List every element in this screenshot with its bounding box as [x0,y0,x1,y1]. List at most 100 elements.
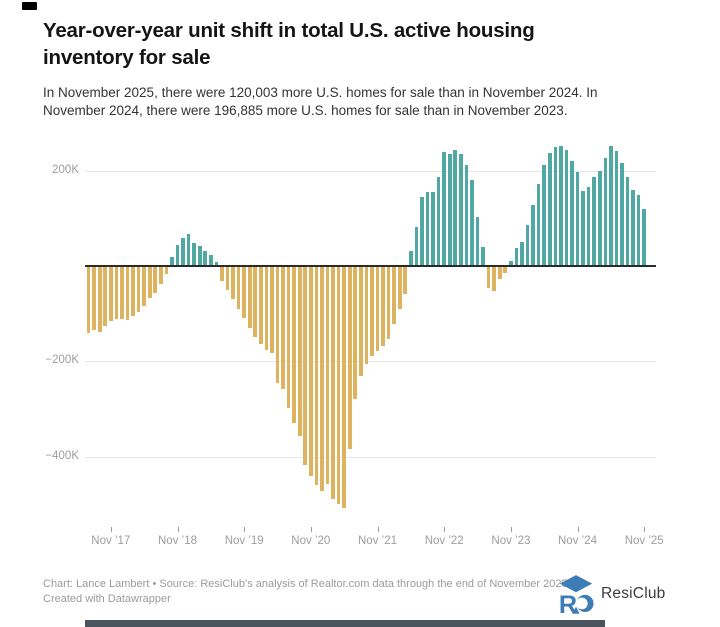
bar[interactable] [253,267,258,337]
bar[interactable] [375,267,380,351]
bar[interactable] [353,267,358,399]
bar[interactable] [292,267,296,423]
bar[interactable] [125,267,130,321]
bar[interactable] [231,267,235,300]
bar[interactable] [514,248,519,266]
bar[interactable] [592,177,596,266]
bar[interactable] [153,267,158,293]
bar[interactable] [342,267,346,508]
bar[interactable] [359,267,363,377]
bar[interactable] [503,267,508,273]
bar[interactable] [303,267,308,465]
bar[interactable] [536,183,541,266]
bar[interactable] [381,267,385,347]
bar[interactable] [103,267,108,327]
bar[interactable] [425,192,430,266]
bar[interactable] [525,225,530,266]
bar[interactable] [259,267,263,345]
bar[interactable] [209,255,213,266]
bar[interactable] [120,267,124,320]
bar[interactable] [547,152,552,266]
bar[interactable] [459,154,463,266]
bar[interactable] [347,267,352,449]
bar[interactable] [109,267,113,321]
bar[interactable] [247,267,252,328]
bar[interactable] [447,153,452,266]
bar[interactable] [336,267,341,505]
bar[interactable] [186,234,191,266]
bar[interactable] [481,246,485,266]
bar[interactable] [170,257,174,266]
bar[interactable] [453,150,458,266]
bar[interactable] [297,267,302,437]
bar[interactable] [270,267,274,354]
bar[interactable] [325,267,330,484]
bar[interactable] [86,267,91,333]
bar[interactable] [586,186,591,266]
bar[interactable] [131,267,135,317]
bar[interactable] [564,149,569,266]
bar[interactable] [203,250,208,266]
bar[interactable] [409,251,413,266]
bar[interactable] [214,261,219,266]
bar[interactable] [370,267,374,357]
bar[interactable] [236,267,241,309]
bar[interactable] [603,158,608,266]
bar[interactable] [553,146,558,266]
bar[interactable] [159,267,163,285]
bar[interactable] [470,180,474,266]
bar[interactable] [475,216,480,266]
bar[interactable] [403,267,408,295]
bar[interactable] [142,267,146,307]
bar[interactable] [97,267,102,333]
bar[interactable] [397,267,402,310]
bar[interactable] [136,267,141,312]
bar[interactable] [164,267,169,275]
bar[interactable] [309,267,313,476]
bar[interactable] [531,205,535,266]
bar[interactable] [486,267,491,288]
bar[interactable] [386,267,391,340]
bar[interactable] [392,267,396,325]
bar[interactable] [192,243,196,266]
bar[interactable] [559,145,563,266]
bar[interactable] [614,150,619,266]
bar[interactable] [575,172,580,266]
bar[interactable] [542,165,546,266]
bar[interactable] [281,267,285,389]
bar[interactable] [175,245,180,266]
bar[interactable] [520,241,524,266]
bar[interactable] [92,267,96,331]
bar[interactable] [620,162,624,266]
bar[interactable] [114,267,119,319]
bar[interactable] [581,190,585,266]
bar[interactable] [631,190,635,266]
bar[interactable] [492,267,496,291]
bar[interactable] [286,267,291,408]
bar[interactable] [570,160,574,266]
bar[interactable] [275,267,280,383]
bar[interactable] [264,267,269,350]
bar[interactable] [436,176,441,266]
bar[interactable] [642,208,647,266]
bar[interactable] [220,267,224,281]
bar[interactable] [609,145,613,266]
bar[interactable] [497,267,502,280]
bar[interactable] [636,194,641,266]
bar[interactable] [420,197,424,266]
bar[interactable] [242,267,246,318]
bar[interactable] [331,267,335,500]
bar[interactable] [181,238,185,266]
bar[interactable] [225,267,230,291]
bar[interactable] [509,260,513,266]
bar[interactable] [442,151,446,266]
bar[interactable] [625,176,630,266]
bar[interactable] [197,246,202,266]
bar[interactable] [314,267,319,486]
bar[interactable] [431,191,435,266]
bar[interactable] [464,165,469,266]
bar[interactable] [147,267,152,298]
bar[interactable] [597,171,602,266]
bar[interactable] [320,267,324,491]
bar[interactable] [364,267,369,365]
